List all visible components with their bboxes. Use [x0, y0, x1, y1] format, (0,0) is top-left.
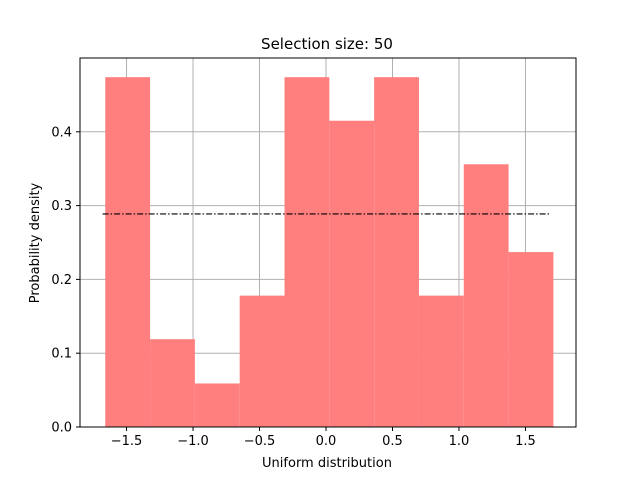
histogram-bar: [508, 252, 554, 427]
histogram-bar: [105, 77, 151, 428]
x-tick-label: −0.5: [244, 434, 276, 449]
x-tick-label: 1.0: [449, 434, 470, 449]
x-tick-label: 0.0: [316, 434, 337, 449]
histogram-bar: [239, 295, 285, 427]
ticks-layer: −1.5 −1.0 −0.5 0.0 0.5 1.0 1.5 0.0 0.1 0.2 0.3 0.4: [51, 125, 536, 449]
y-tick-label: 0.3: [51, 199, 72, 214]
histogram-bar: [194, 383, 240, 427]
histogram-bar: [329, 120, 375, 427]
x-tick-label: 1.5: [515, 434, 536, 449]
histogram-bar: [150, 339, 195, 427]
y-tick-label: 0.2: [51, 273, 72, 288]
bars-layer: [105, 77, 554, 428]
histogram-bar: [463, 164, 509, 427]
y-axis-label: Probability density: [28, 182, 43, 303]
histogram-bar: [418, 295, 464, 427]
x-tick-label: −1.0: [177, 434, 209, 449]
histogram-bar: [374, 77, 419, 428]
x-tick-label: −1.5: [111, 434, 143, 449]
x-axis-label: Uniform distribution: [262, 456, 392, 471]
chart-title: Selection size: 50: [261, 35, 393, 53]
y-tick-label: 0.0: [51, 421, 72, 436]
axes-frame: [79, 57, 577, 428]
x-tick-label: 0.5: [382, 434, 403, 449]
y-tick-label: 0.4: [51, 125, 72, 140]
histogram-bar: [284, 77, 330, 428]
y-tick-label: 0.1: [51, 347, 72, 362]
